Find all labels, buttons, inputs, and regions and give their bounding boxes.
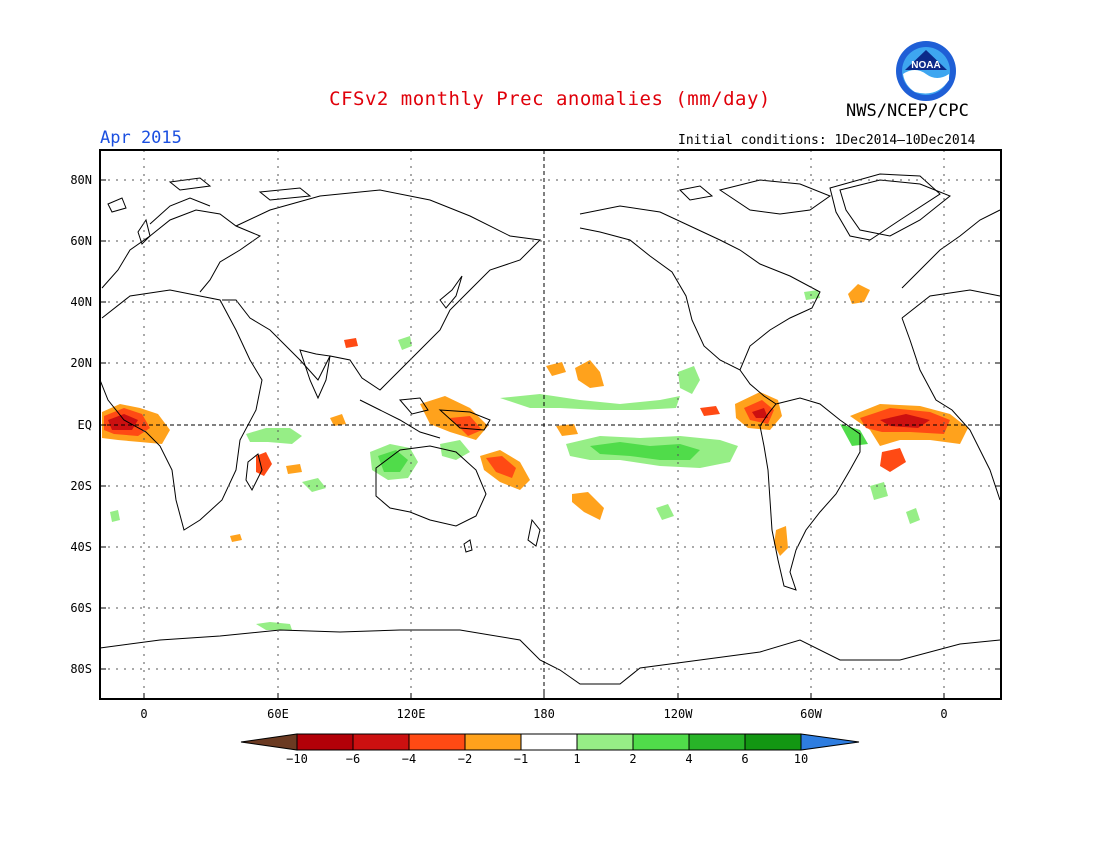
lat-label: 20N xyxy=(70,356,92,370)
lat-label: 60S xyxy=(70,601,92,615)
lon-label: 180 xyxy=(533,707,555,721)
colorbar-cell-3 xyxy=(408,733,466,751)
lat-label: 40S xyxy=(70,540,92,554)
colorbar-label: 4 xyxy=(685,752,693,766)
organization-label: NWS/NCEP/CPC xyxy=(846,101,969,121)
noaa-logo: NOAA xyxy=(896,41,956,101)
lat-label: 80N xyxy=(70,173,92,187)
lon-label: 120E xyxy=(396,707,426,721)
colorbar-cell-0 xyxy=(240,733,298,751)
colorbar-label: −1 xyxy=(513,752,529,766)
colorbar-cell-7 xyxy=(632,733,690,751)
colorbar-cell-8 xyxy=(688,733,746,751)
colorbar-cell-1 xyxy=(296,733,354,751)
lon-label: 0 xyxy=(140,707,148,721)
graticule xyxy=(100,150,1001,699)
lon-label: 0 xyxy=(940,707,948,721)
colorbar-label: 2 xyxy=(629,752,637,766)
lat-label: 60N xyxy=(70,234,92,248)
colorbar-cell-5 xyxy=(520,733,578,751)
colorbar-cell-4 xyxy=(464,733,522,751)
colorbar-label: 1 xyxy=(573,752,581,766)
lat-label: 80S xyxy=(70,662,92,676)
colorbar-label: 6 xyxy=(741,752,749,766)
colorbar-label: −6 xyxy=(345,752,361,766)
colorbar-cell-6 xyxy=(576,733,634,751)
lon-label: 120W xyxy=(663,707,693,721)
colorbar-label: −4 xyxy=(401,752,417,766)
colorbar-cell-10 xyxy=(800,733,860,751)
lat-label: 40N xyxy=(70,295,92,309)
colorbar-label: −10 xyxy=(286,752,308,766)
noaa-logo-text: NOAA xyxy=(911,60,940,71)
colorbar-label: −2 xyxy=(457,752,473,766)
colorbar-cell-2 xyxy=(352,733,410,751)
lon-label: 60E xyxy=(267,707,289,721)
colorbar xyxy=(240,733,860,751)
lat-label: EQ xyxy=(77,418,92,432)
valid-month: Apr 2015 xyxy=(100,128,182,148)
coastlines xyxy=(99,173,1001,685)
lon-label: 60W xyxy=(800,707,822,721)
initial-conditions: Initial conditions: 1Dec2014–10Dec2014 xyxy=(678,133,976,148)
chart-title: CFSv2 monthly Prec anomalies (mm/day) xyxy=(329,88,771,110)
wet-anomalies xyxy=(110,290,920,630)
equator-dateline xyxy=(100,150,1001,699)
colorbar-cell-9 xyxy=(744,733,802,751)
colorbar-label: 10 xyxy=(793,752,809,766)
lat-label: 20S xyxy=(70,479,92,493)
